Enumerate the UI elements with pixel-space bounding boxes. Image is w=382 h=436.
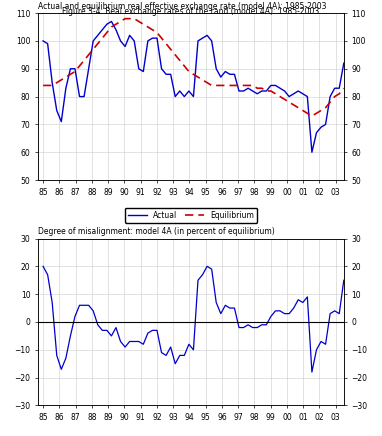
- Text: Actual and equilibrium real effective exchange rate (model 4A): 1985-2003: Actual and equilibrium real effective ex…: [38, 2, 327, 11]
- Text: Figure 3-4: Real exchange rates of the rand (model 4A): 1985-2003: Figure 3-4: Real exchange rates of the r…: [62, 7, 320, 16]
- Text: Degree of misalignment: model 4A (in percent of equilibrium): Degree of misalignment: model 4A (in per…: [38, 227, 275, 236]
- Legend: Actual, Equilibrium: Actual, Equilibrium: [125, 208, 257, 223]
